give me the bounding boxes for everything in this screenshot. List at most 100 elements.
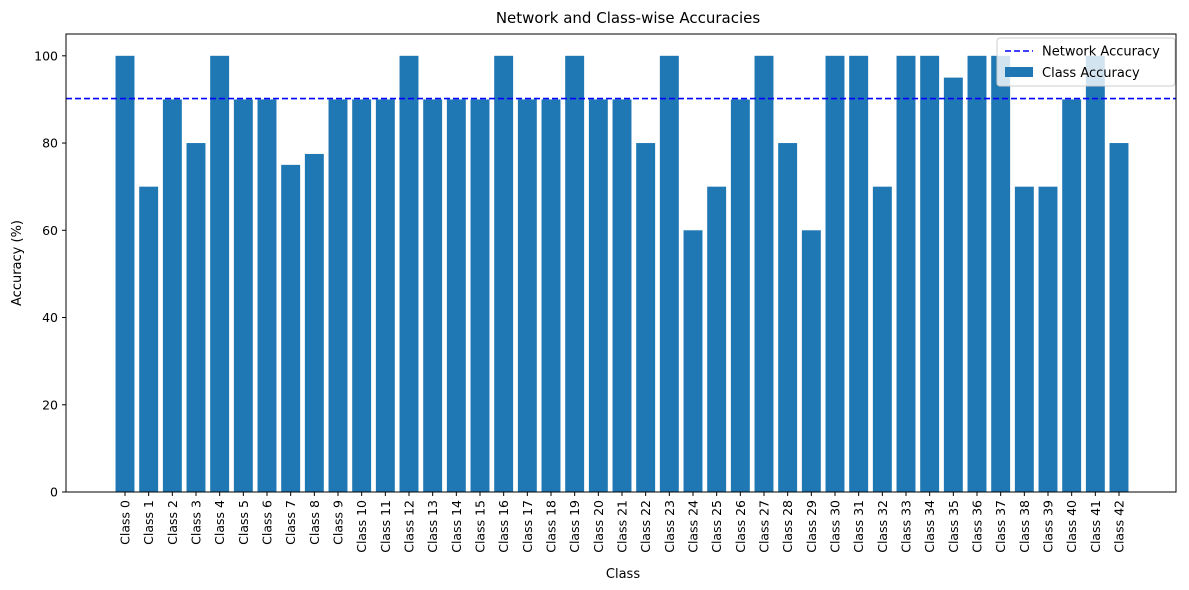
x-tick-label: Class 9 [331, 500, 346, 545]
x-tick-label: Class 3 [189, 500, 204, 545]
x-tick-label: Class 11 [378, 500, 393, 553]
bar-class-37 [991, 55, 1011, 493]
bar-class-32 [872, 186, 892, 493]
x-tick-label: Class 23 [662, 500, 677, 553]
bar-class-39 [1038, 186, 1058, 493]
x-tick-label: Class 0 [118, 500, 133, 545]
y-axis: 0 20 40 60 80 100 [34, 48, 66, 500]
x-tick-label: Class 18 [544, 500, 559, 553]
x-tick-label: Class 28 [780, 500, 795, 553]
legend-box [996, 37, 1176, 87]
bar-class-38 [1014, 186, 1034, 493]
x-tick-label: Class 30 [828, 500, 843, 553]
x-tick-label: Class 41 [1088, 500, 1103, 553]
x-axis: Class 0 Class 1 Class 2 Class 3 Class 4 Class… [118, 492, 1127, 553]
bar-class-33 [896, 55, 916, 493]
y-tick-label: 100 [34, 48, 58, 63]
x-tick-label: Class 2 [165, 500, 180, 545]
bar-class-11 [375, 99, 395, 493]
x-tick-label: Class 39 [1041, 500, 1056, 553]
bar-class-18 [541, 99, 561, 493]
bar-class-7 [281, 164, 301, 493]
bar-class-1 [139, 186, 159, 493]
x-tick-label: Class 36 [970, 500, 985, 553]
x-tick-label: Class 6 [260, 500, 275, 545]
bar-class-42 [1109, 143, 1129, 493]
bar-class-10 [352, 99, 372, 493]
x-tick-label: Class 17 [520, 500, 535, 553]
bar-class-9 [328, 99, 348, 493]
bar-class-41 [1085, 55, 1105, 493]
bar-class-14 [446, 99, 466, 493]
x-tick-label: Class 27 [757, 500, 772, 553]
x-tick-label: Class 42 [1112, 500, 1127, 553]
x-tick-label: Class 26 [733, 500, 748, 553]
y-axis-label: Accuracy (%) [10, 220, 25, 306]
x-tick-label: Class 8 [307, 500, 322, 545]
bar-class-8 [304, 153, 324, 492]
x-tick-label: Class 40 [1064, 500, 1079, 553]
x-tick-label: Class 29 [804, 500, 819, 553]
bar-class-24 [683, 230, 703, 493]
y-tick-label: 40 [42, 310, 58, 325]
bar-class-28 [778, 143, 798, 493]
bar-class-3 [186, 143, 206, 493]
bar-class-2 [162, 99, 182, 493]
bar-class-26 [730, 99, 750, 493]
bar-class-12 [399, 55, 419, 493]
x-tick-label: Class 5 [236, 500, 251, 545]
bar-class-5 [233, 99, 253, 493]
x-axis-label: Class [606, 567, 640, 582]
bar-class-6 [257, 99, 277, 493]
y-tick-label: 0 [50, 485, 58, 500]
bar-class-29 [801, 230, 821, 493]
y-tick-label: 20 [42, 397, 58, 412]
legend: Network Accuracy Class Accuracy [996, 37, 1176, 87]
bar-class-34 [920, 55, 940, 493]
x-tick-label: Class 13 [425, 500, 440, 553]
x-tick-label: Class 14 [449, 500, 464, 553]
chart-title: Network and Class-wise Accuracies [496, 9, 761, 27]
x-tick-label: Class 22 [638, 500, 653, 553]
bar-class-36 [967, 55, 987, 493]
x-tick-label: Class 21 [615, 500, 630, 553]
bar-class-20 [588, 99, 608, 493]
bars-group [115, 55, 1129, 493]
x-tick-label: Class 15 [473, 500, 488, 553]
x-tick-label: Class 24 [686, 500, 701, 553]
x-tick-label: Class 10 [354, 500, 369, 553]
x-tick-label: Class 25 [709, 500, 724, 553]
x-tick-label: Class 34 [922, 500, 937, 553]
legend-network-accuracy-label: Network Accuracy [1042, 45, 1160, 60]
bar-class-15 [470, 99, 490, 493]
bar-class-40 [1062, 99, 1082, 493]
x-tick-label: Class 35 [946, 500, 961, 553]
legend-class-accuracy-swatch [1005, 67, 1033, 77]
x-tick-label: Class 33 [899, 500, 914, 553]
x-tick-label: Class 38 [1017, 500, 1032, 553]
x-tick-label: Class 20 [591, 500, 606, 553]
bar-class-16 [494, 55, 514, 493]
bar-class-30 [825, 55, 845, 493]
x-tick-label: Class 37 [993, 500, 1008, 553]
bar-class-13 [423, 99, 443, 493]
bar-class-22 [636, 143, 656, 493]
x-tick-label: Class 1 [141, 500, 156, 545]
y-tick-label: 80 [42, 136, 58, 151]
bar-class-0 [115, 55, 135, 493]
bar-class-21 [612, 99, 632, 493]
y-tick-label: 60 [42, 223, 58, 238]
x-tick-label: Class 19 [567, 500, 582, 553]
x-tick-label: Class 32 [875, 500, 890, 553]
bar-class-19 [565, 55, 585, 493]
bar-class-31 [849, 55, 869, 493]
bar-class-4 [210, 55, 230, 493]
plot-frame [65, 33, 1177, 493]
x-tick-label: Class 12 [402, 500, 417, 553]
x-tick-label: Class 4 [212, 500, 227, 545]
bar-class-23 [659, 55, 679, 493]
bar-class-25 [707, 186, 727, 493]
x-tick-label: Class 16 [496, 500, 511, 553]
